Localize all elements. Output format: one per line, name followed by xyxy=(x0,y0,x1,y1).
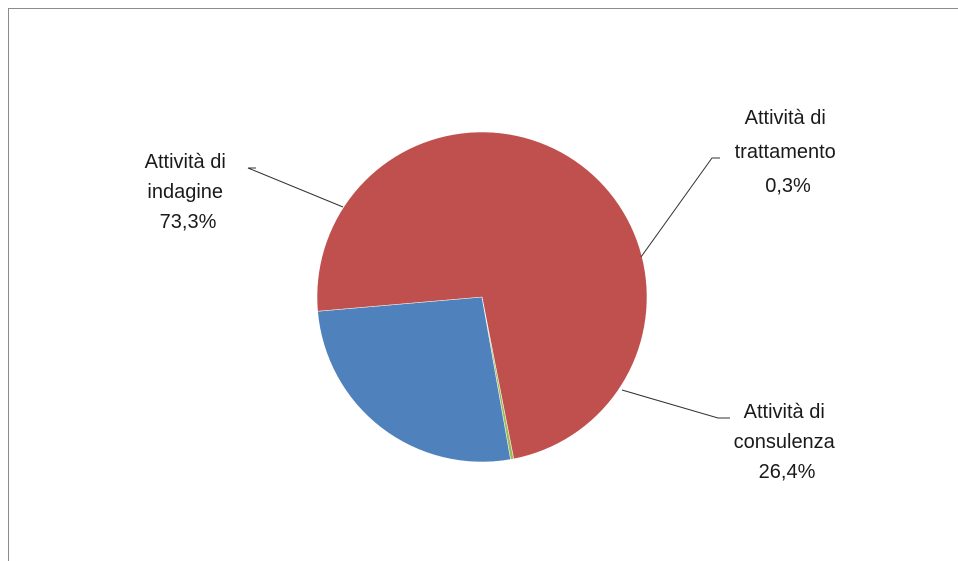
slice-trattamento xyxy=(481,296,515,460)
label-consulenza: Attività di consulenza 26,4% xyxy=(734,401,841,483)
leader-trattamento xyxy=(640,157,720,258)
slice-consulenza xyxy=(317,296,511,463)
label-trattamento: Attività di trattamento 0,3% xyxy=(735,107,842,197)
leader-consulenza xyxy=(621,389,730,419)
label-indagine: Attività di indagine 73,3% xyxy=(145,151,232,233)
slice-indagine xyxy=(316,131,648,460)
leader-indagine xyxy=(247,167,344,208)
